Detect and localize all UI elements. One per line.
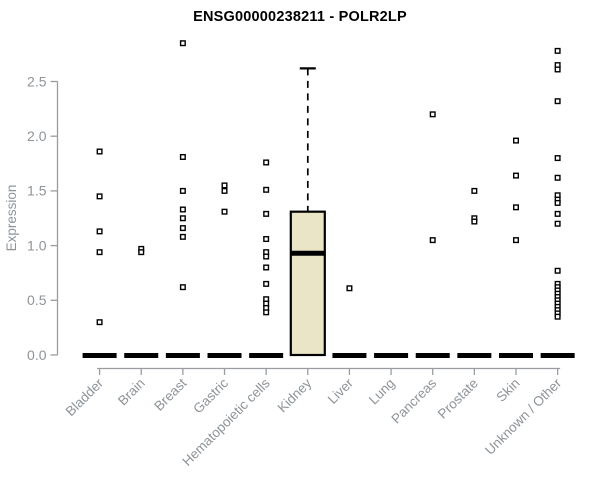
data-point [179,284,186,291]
data-point [221,208,228,215]
data-point [554,98,561,105]
data-point [346,285,353,292]
zero-expression-bar [207,353,242,358]
data-point [513,172,520,179]
data-point [263,253,270,260]
y-tick-label: 2.5 [27,73,47,89]
data-point [513,137,520,144]
data-point [96,193,103,200]
data-point [554,210,561,217]
data-point [263,210,270,217]
zero-expression-bar [415,353,450,358]
data-point [471,218,478,225]
zero-expression-bar [457,353,492,358]
data-point [263,280,270,287]
data-point [221,182,228,189]
data-point [554,220,561,227]
data-point [96,148,103,155]
x-category-label: Unknown / Other [482,375,565,458]
y-tick-label: 2.0 [27,128,47,144]
zero-expression-bar [124,353,159,358]
data-point [179,215,186,222]
x-category-label: Liver [325,375,357,407]
data-point [263,264,270,271]
data-point [179,225,186,232]
data-point [179,206,186,213]
y-tick-label: 1.0 [27,237,47,253]
data-point [179,153,186,160]
data-point [138,249,145,256]
data-point [96,228,103,235]
x-category-label: Gastric [190,375,231,416]
data-point [429,237,436,244]
data-point [554,199,561,206]
x-category-label: Prostate [435,376,481,422]
zero-expression-bar [499,353,533,358]
data-point [554,155,561,162]
y-tick-label: 0.5 [27,292,47,308]
chart-title: ENSG00000238211 - POLR2LP [193,9,407,25]
data-point [554,313,561,320]
data-point [263,236,270,243]
data-point [221,187,228,194]
zero-expression-bar [540,353,575,358]
x-category-label: Brain [115,376,148,409]
data-point [554,66,561,73]
box [289,210,326,357]
x-category-label: Bladder [63,375,107,419]
y-tick-label: 1.5 [27,183,47,199]
data-point [96,249,103,256]
zero-expression-bar [332,353,367,358]
y-axis-label: Expression [4,185,19,252]
data-point [96,319,103,326]
data-point [263,186,270,193]
data-point [179,40,186,47]
x-category-label: Skin [493,376,522,405]
x-category-label: Lung [366,376,398,408]
data-point [263,159,270,166]
y-tick-label: 0.0 [27,347,47,363]
data-point [179,187,186,194]
data-point [513,237,520,244]
x-category-label: Pancreas [388,375,439,426]
data-point [429,111,436,118]
zero-expression-bar [165,353,200,358]
x-category-label: Breast [151,375,189,413]
data-point [179,233,186,240]
x-category-label: Kidney [275,375,315,415]
zero-expression-bar [82,353,117,358]
zero-expression-bar [374,353,409,358]
data-point [554,47,561,54]
data-point [263,309,270,316]
zero-expression-bar [249,353,284,358]
data-point [554,174,561,181]
data-point [554,267,561,274]
data-point [471,187,478,194]
data-point [513,204,520,211]
